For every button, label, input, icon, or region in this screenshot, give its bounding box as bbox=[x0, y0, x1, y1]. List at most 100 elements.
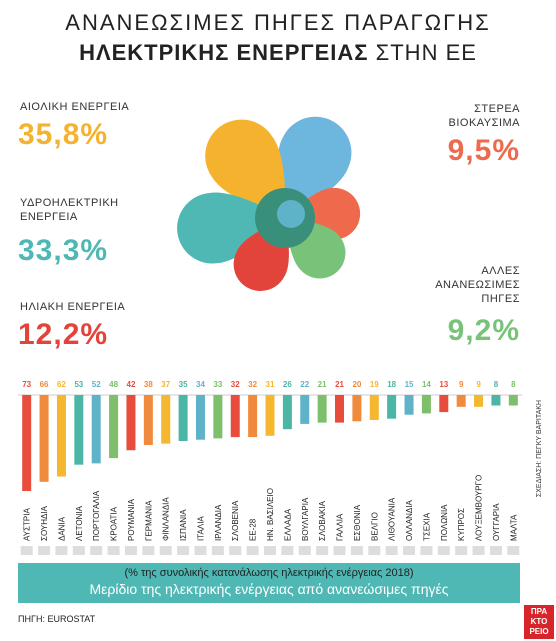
flag bbox=[246, 546, 259, 555]
subtitle: (% της συνολικής κατανάλωσης ηλεκτρικής … bbox=[124, 567, 414, 579]
value-label: 35 bbox=[179, 380, 188, 389]
bar bbox=[456, 395, 466, 407]
value-label: 31 bbox=[266, 380, 275, 389]
flag bbox=[20, 546, 33, 555]
value-label: 22 bbox=[300, 380, 309, 389]
category-label: ΗΛΙΑΚΗ ΕΝΕΡΓΕΙΑ bbox=[20, 301, 126, 313]
flag bbox=[298, 546, 311, 555]
value-label: 18 bbox=[387, 380, 396, 389]
category-label: ΑΛΛΕΣ ΑΝΑΝΕΩΣΙΜΕΣ ΠΗΓΕΣ bbox=[435, 265, 520, 305]
chart-title: Μερίδιο της ηλεκτρικής ενέργειας από ανα… bbox=[89, 581, 449, 597]
x-tick-label: ΙΤΑΛΙΑ bbox=[196, 516, 205, 541]
x-tick-label: ΕΛΛΑΔΑ bbox=[283, 508, 292, 541]
bar bbox=[161, 395, 171, 444]
x-tick-label: ΕΣΘΟΝΙΑ bbox=[353, 504, 362, 541]
logo-text: ΚΤΟ bbox=[530, 617, 548, 626]
x-tick-label: ΛΟΥΞΕΜΒΟΥΡΓΟ bbox=[475, 475, 484, 541]
bar bbox=[265, 395, 275, 436]
x-tick-label: ΟΥΓΓΑΡΙΑ bbox=[492, 503, 501, 541]
value-label: 48 bbox=[109, 380, 118, 389]
bar bbox=[91, 395, 101, 464]
x-tick-label: ΛΕΤΟΝΙΑ bbox=[75, 505, 84, 541]
value-label: 21 bbox=[318, 380, 327, 389]
x-tick-label: ΠΟΛΩΝΙΑ bbox=[440, 504, 449, 541]
flag bbox=[38, 546, 51, 555]
x-tick-label: ΔΑΝΙΑ bbox=[57, 516, 66, 541]
value-label: 66 bbox=[40, 380, 49, 389]
flag bbox=[368, 546, 381, 555]
x-tick-label: ΒΕΛΓΙΟ bbox=[370, 512, 379, 541]
x-tick-label: ΤΣΕΧΙΑ bbox=[422, 512, 431, 541]
value-label: 34 bbox=[196, 380, 205, 389]
value-label: 37 bbox=[161, 380, 170, 389]
bar bbox=[248, 395, 258, 438]
flag bbox=[159, 546, 172, 555]
bar bbox=[335, 395, 345, 423]
value-label: 9 bbox=[459, 380, 464, 389]
value-label: 9 bbox=[476, 380, 481, 389]
flag bbox=[420, 546, 433, 555]
bar bbox=[387, 395, 397, 419]
x-tick-label: ΠΟΡΤΟΓΑΛΙΑ bbox=[92, 490, 101, 541]
bar bbox=[195, 395, 205, 440]
value-label: 20 bbox=[352, 380, 361, 389]
bar bbox=[300, 395, 310, 424]
value-label: 32 bbox=[231, 380, 240, 389]
title-rest: ΣΤΗΝ ΕΕ bbox=[375, 40, 477, 65]
value-label: 42 bbox=[127, 380, 136, 389]
flag bbox=[316, 546, 329, 555]
bar bbox=[126, 395, 136, 451]
value-label: 12,2% bbox=[18, 318, 109, 351]
x-tick-label: ΜΑΛΤΑ bbox=[509, 514, 518, 541]
bar bbox=[404, 395, 414, 415]
logo: ΠΡΑ ΚΤΟ ΡΕΙΟ bbox=[524, 605, 554, 639]
category-label: ΥΔΡΟΗΛΕΚΤΡΙΚΗ ΕΝΕΡΓΕΙΑ bbox=[20, 197, 119, 223]
flag bbox=[107, 546, 120, 555]
value-label: 33,3% bbox=[18, 234, 109, 267]
globe-water bbox=[277, 200, 305, 228]
value-label: 73 bbox=[22, 380, 31, 389]
flag bbox=[211, 546, 224, 555]
title: ΗΛΕΚΤΡΙΚΗΣ ΕΝΕΡΓΕΙΑΣ ΣΤΗΝ ΕΕ bbox=[0, 40, 556, 66]
bar bbox=[352, 395, 362, 422]
value-label: 35,8% bbox=[18, 118, 109, 151]
x-tick-label: ΓΕΡΜΑΝΙΑ bbox=[144, 500, 153, 541]
petal bbox=[205, 119, 286, 218]
logo-text: ΠΡΑ bbox=[530, 607, 548, 616]
bar bbox=[74, 395, 84, 465]
x-tick-label: ΡΟΥΜΑΝΙΑ bbox=[127, 498, 136, 541]
x-tick-label: ΟΛΛΑΝΔΙΑ bbox=[405, 500, 414, 541]
value-label: 21 bbox=[335, 380, 344, 389]
value-label: 38 bbox=[144, 380, 153, 389]
flag bbox=[489, 546, 502, 555]
flag bbox=[472, 546, 485, 555]
bar bbox=[109, 395, 119, 459]
value-label: 19 bbox=[370, 380, 379, 389]
bar bbox=[474, 395, 484, 407]
bar bbox=[39, 395, 49, 482]
x-tick-label: ΙΡΛΑΝΔΙΑ bbox=[214, 504, 223, 541]
flag bbox=[333, 546, 346, 555]
x-tick-label: ΓΑΛΛΙΑ bbox=[336, 513, 345, 541]
bar bbox=[282, 395, 292, 430]
flag bbox=[90, 546, 103, 555]
title: ΑΝΑΝΕΩΣΙΜΕΣ ΠΗΓΕΣ ΠΑΡΑΓΩΓΗΣ bbox=[65, 10, 491, 35]
flag bbox=[385, 546, 398, 555]
bar bbox=[369, 395, 379, 420]
value-label: 8 bbox=[511, 380, 516, 389]
value-label: 53 bbox=[74, 380, 83, 389]
x-tick-label: ΛΙΘΟΥΑΝΙΑ bbox=[388, 497, 397, 541]
bar bbox=[213, 395, 223, 439]
flag bbox=[264, 546, 276, 555]
value-label: 15 bbox=[405, 380, 414, 389]
x-tick-label: ΦΙΝΛΑΝΔΙΑ bbox=[162, 497, 171, 541]
value-label: 26 bbox=[283, 380, 292, 389]
flag bbox=[507, 546, 520, 555]
bar bbox=[421, 395, 431, 414]
flag bbox=[194, 546, 207, 555]
bar bbox=[508, 395, 518, 406]
bar bbox=[22, 395, 32, 491]
flag bbox=[55, 546, 68, 555]
